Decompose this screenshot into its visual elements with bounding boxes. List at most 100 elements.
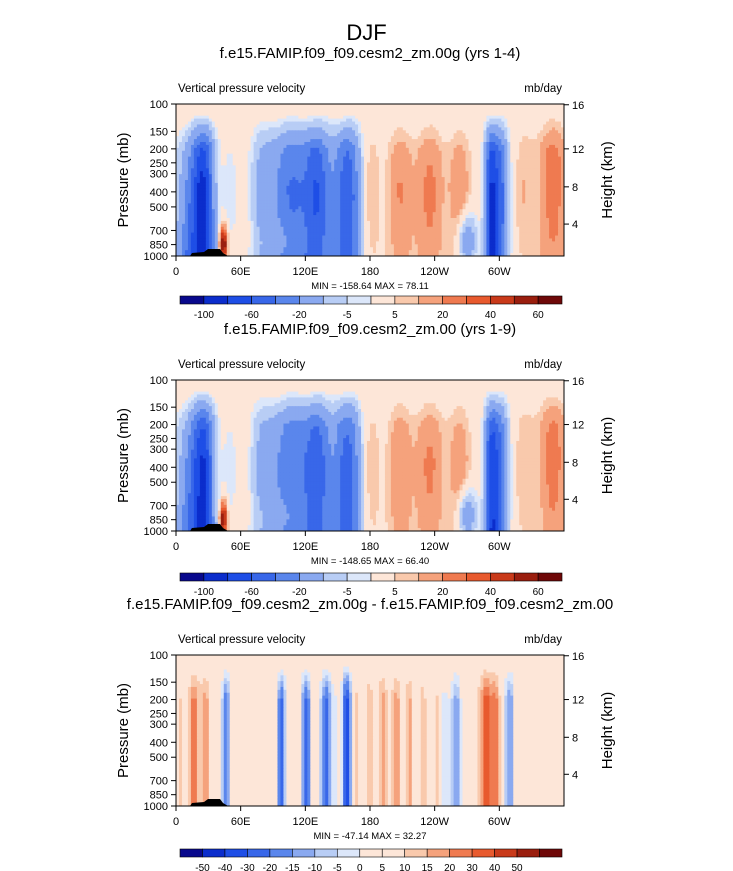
heatmap-cell — [552, 124, 556, 128]
heatmap-cell — [358, 159, 362, 163]
heatmap-cell — [552, 156, 556, 160]
heatmap-cell — [178, 127, 183, 131]
heatmap-cell — [310, 142, 314, 146]
heatmap-cell — [525, 130, 529, 134]
heatmap-cell — [498, 171, 502, 175]
heatmap-cell — [540, 156, 544, 160]
heatmap-cell — [558, 200, 562, 204]
heatmap-cell — [468, 180, 472, 184]
heatmap-cell — [304, 124, 308, 128]
heatmap-cell — [178, 209, 183, 213]
heatmap-cell — [340, 124, 344, 128]
heatmap-cell — [534, 203, 538, 207]
heatmap-cell — [471, 203, 475, 207]
heatmap-cell — [343, 150, 347, 155]
heatmap-cell — [241, 177, 246, 181]
heatmap-cell — [223, 174, 228, 178]
heatmap-cell — [331, 136, 335, 140]
heatmap-cell — [256, 133, 260, 137]
heatmap-cell — [510, 191, 514, 196]
heatmap-cell — [214, 133, 219, 137]
heatmap-cell — [229, 153, 234, 158]
heatmap-cell — [402, 104, 407, 108]
heatmap-cell — [390, 150, 395, 155]
heatmap-cell — [372, 194, 377, 198]
heatmap-cell — [259, 106, 263, 111]
heatmap-cell — [378, 168, 383, 172]
heatmap-cell — [253, 191, 257, 196]
heatmap-cell — [441, 206, 446, 210]
heatmap-cell — [420, 106, 425, 111]
heatmap-cell — [277, 136, 281, 140]
heatmap-cell — [277, 165, 281, 169]
heatmap-cell — [331, 112, 335, 117]
heatmap-cell — [372, 191, 377, 196]
heatmap-cell — [384, 136, 389, 140]
heatmap-cell — [262, 118, 266, 122]
heatmap-cell — [208, 185, 213, 190]
heatmap-cell — [468, 130, 472, 134]
heatmap-cell — [387, 185, 392, 190]
heatmap-cell — [301, 136, 305, 140]
heatmap-cell — [372, 174, 377, 178]
heatmap-cell — [268, 182, 272, 187]
heatmap-cell — [355, 104, 359, 108]
heatmap-cell — [444, 174, 448, 178]
heatmap-cell — [483, 130, 487, 134]
heatmap-cell — [256, 109, 260, 114]
heatmap-cell — [537, 168, 541, 172]
heatmap-cell — [381, 209, 386, 213]
heatmap-cell — [546, 191, 550, 196]
heatmap-cell — [298, 200, 302, 204]
heatmap-cell — [274, 200, 278, 204]
heatmap-cell — [217, 159, 222, 163]
heatmap-cell — [176, 124, 180, 128]
heatmap-cell — [438, 182, 443, 187]
heatmap-cell — [447, 127, 451, 131]
heatmap-cell — [372, 159, 377, 163]
heatmap-cell — [423, 112, 428, 117]
heatmap-cell — [513, 191, 517, 196]
heatmap-cell — [337, 206, 341, 210]
heatmap-cell — [396, 185, 401, 190]
heatmap-cell — [441, 139, 446, 143]
heatmap-cell — [289, 165, 293, 169]
heatmap-cell — [265, 115, 269, 120]
heatmap-cell — [223, 206, 228, 210]
heatmap-cell — [432, 136, 437, 140]
heatmap-cell — [396, 139, 401, 143]
heatmap-cell — [465, 180, 469, 184]
heatmap-cell — [495, 165, 499, 169]
heatmap-cell — [271, 153, 275, 158]
heatmap-cell — [417, 153, 422, 158]
heatmap-cell — [262, 171, 266, 175]
heatmap-cell — [220, 177, 225, 181]
heatmap-cell — [352, 133, 356, 137]
heatmap-cell — [271, 106, 275, 111]
heatmap-cell — [190, 156, 195, 160]
heatmap-cell — [361, 194, 365, 198]
heatmap-cell — [364, 118, 368, 122]
heatmap-cell — [468, 104, 472, 108]
heatmap-cell — [277, 212, 281, 216]
heatmap-cell — [259, 147, 263, 152]
heatmap-cell — [444, 197, 448, 201]
heatmap-cell — [295, 215, 299, 219]
heatmap-cell — [214, 185, 219, 190]
heatmap-cell — [519, 106, 523, 111]
heatmap-cell — [546, 112, 550, 117]
heatmap-cell — [504, 144, 508, 149]
heatmap-cell — [510, 136, 514, 140]
heatmap-cell — [405, 124, 410, 128]
heatmap-cell — [358, 147, 362, 152]
heatmap-cell — [283, 206, 287, 210]
heatmap-cell — [295, 159, 299, 163]
heatmap-cell — [250, 142, 254, 146]
heatmap-cell — [540, 191, 544, 196]
heatmap-cell — [411, 112, 416, 117]
heatmap-cell — [322, 133, 326, 137]
heatmap-cell — [432, 124, 437, 128]
heatmap-cell — [286, 109, 290, 114]
heatmap-cell — [244, 112, 249, 117]
heatmap-cell — [399, 200, 404, 204]
